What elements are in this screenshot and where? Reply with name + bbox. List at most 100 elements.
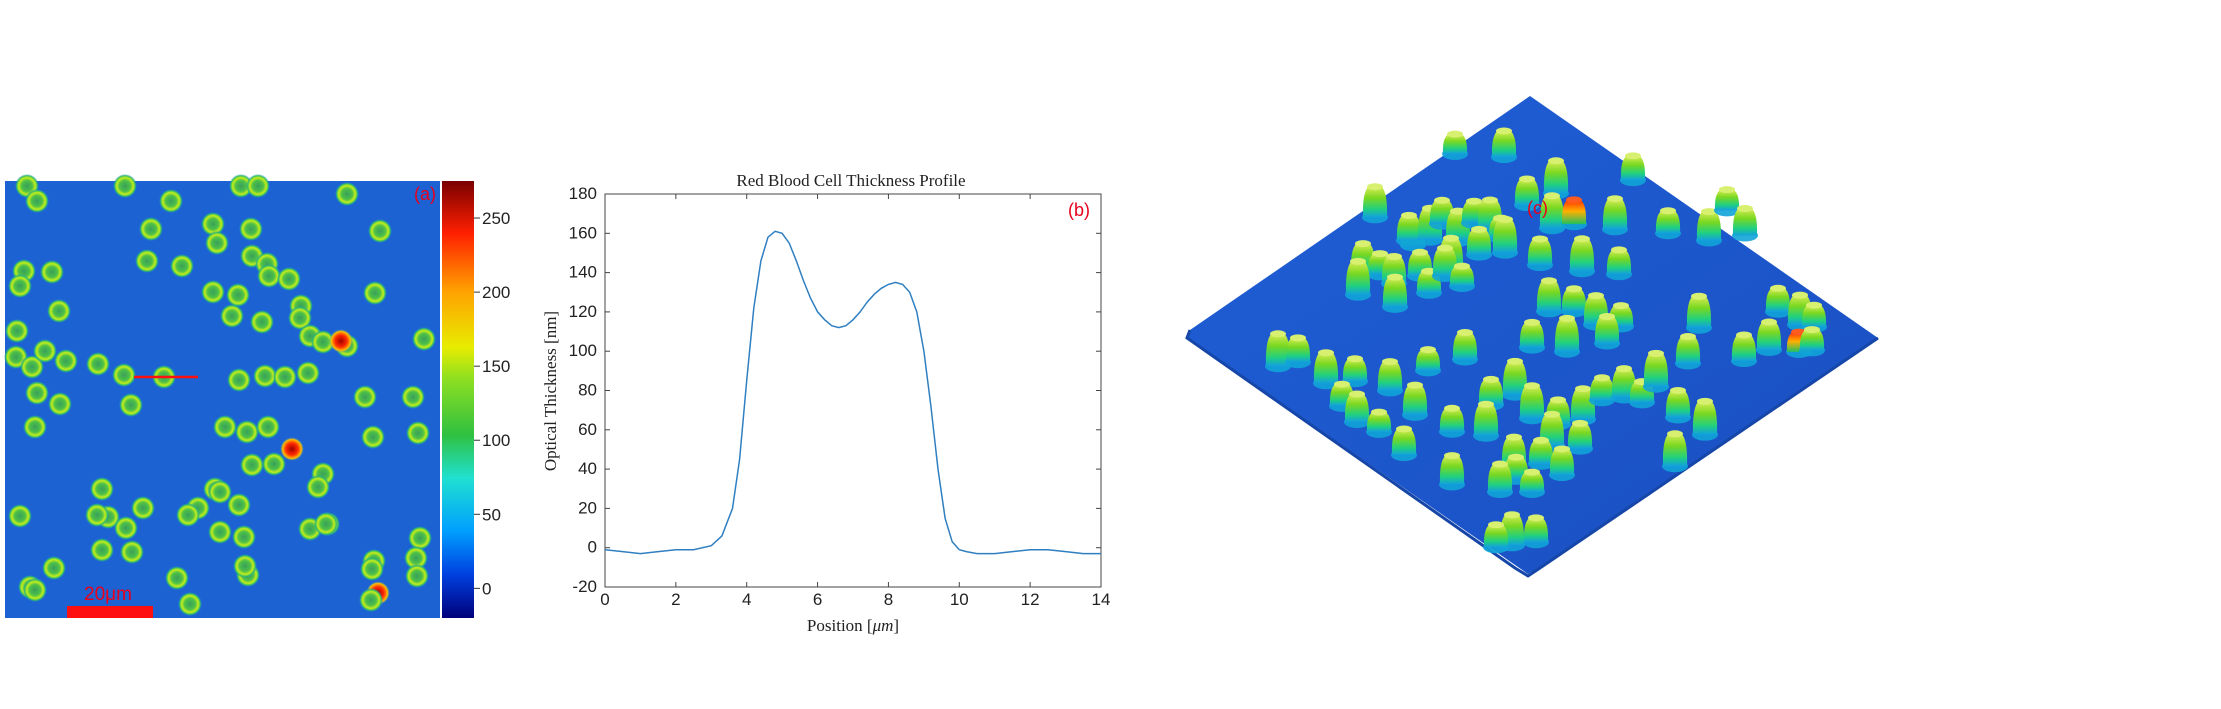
cell-peak [1756,318,1782,356]
cell-peak-top [1367,183,1383,191]
cell-peak [1502,357,1528,401]
cell-blob [208,520,232,544]
cell-peak [1731,331,1757,368]
cell-peak-body [1313,351,1339,384]
cell-blob [178,592,202,616]
cell-peak-top [1574,235,1590,243]
colorbar [442,181,474,618]
cell-peak-top [1660,207,1676,215]
cell-peak-top [1554,445,1570,453]
cell-blob [90,538,114,562]
cell-peak-body [1561,287,1587,312]
cell-peak-body [1432,246,1458,276]
cell-peak [1415,346,1441,377]
cell-peak [1466,225,1492,261]
x-tick-label: 8 [884,590,893,609]
cell-blob [296,361,320,385]
cell-peak-body [1611,367,1637,398]
y-tick-label: 60 [578,420,597,439]
cell-peak-body [1466,228,1492,255]
cell-peak-body [1366,411,1392,432]
cell-peak [1732,205,1758,242]
y-tick-label: 40 [578,459,597,478]
cell-peak [1491,127,1517,164]
cell-peak [1662,430,1688,473]
cell-blob [165,566,189,590]
cell-peak [1265,330,1291,373]
cell-peak-top [1544,410,1560,418]
cell-blob [363,281,387,305]
cell-peak-top [1507,357,1523,365]
cell-peak-top [1761,318,1777,326]
cell-peak-top [1454,262,1470,270]
cell-peak-top [1488,521,1504,529]
cell-peak-top [1420,346,1436,354]
cell-blob [250,310,274,334]
cell-peak-body [1452,331,1478,360]
cell-peak-top [1697,397,1713,405]
y-tick-label: 100 [569,341,597,360]
cell-blob [226,283,250,307]
cell-blob [229,174,253,198]
cell-peak-body [1602,197,1628,230]
cell-peak [1519,468,1545,498]
cell-peak-top [1541,277,1557,285]
cell-peak-body [1528,439,1554,464]
cell-blob [170,254,194,278]
cell-peak-top [1450,207,1466,215]
cell-peak-body [1567,422,1593,449]
x-tick-label: 0 [600,590,609,609]
cell-peak-body [1285,336,1311,363]
cell-peak [1799,326,1825,357]
cell-peak-top [1506,433,1522,441]
cell-peak-body [1696,210,1722,241]
cell-peak-body [1382,275,1408,307]
cell-blob [240,453,264,477]
cell-peak-top [1434,196,1450,204]
cell-peak-body [1606,248,1632,275]
cell-peak-top [1719,186,1735,194]
cell-peak-body [1801,304,1827,327]
cell-peak-body [1478,378,1504,405]
cell-blob [33,339,57,363]
x-axis-label: Position [μm] [807,616,899,635]
cell-peak-body [1345,259,1371,295]
cell-peak-top [1792,291,1808,299]
cell-blob [40,260,64,284]
cell-peak-body [1391,427,1417,456]
cell-peak-top [1497,215,1513,223]
cell-peak [1514,175,1540,212]
cell-peak-top [1616,365,1632,373]
cell-peak [1391,425,1417,462]
cell-blob [8,274,32,298]
cell-blob [306,475,330,499]
cell-peak [1473,400,1499,442]
cell-blob [205,231,229,255]
cell-peak [1452,329,1478,366]
cell-peak [1643,349,1669,393]
cell-peak [1567,419,1593,455]
y-tick-label: -20 [572,577,597,596]
cell-peak [1449,262,1475,292]
cell-peak [1345,257,1371,301]
cell-blob [25,189,49,213]
cell-blob [412,327,436,351]
x-tick-label: 4 [742,590,751,609]
cell-peak-body [1527,237,1553,266]
cell-peak-top [1770,284,1786,292]
peak-layer [1265,127,1827,554]
cell-peak-top [1572,419,1588,427]
cell-peak [1442,130,1468,160]
cell-peak-body [1377,360,1403,391]
cell-blob [139,217,163,241]
cell-peak-top [1533,436,1549,444]
y-tick-label: 80 [578,381,597,400]
cell-peak-top [1334,380,1350,388]
cell-peak-top [1648,349,1664,357]
cell-peak-top [1736,331,1752,339]
cell-blob [42,556,66,580]
cell-peak-body [1492,217,1518,253]
cell-peak-top [1483,375,1499,383]
cell-peak [1492,215,1518,259]
